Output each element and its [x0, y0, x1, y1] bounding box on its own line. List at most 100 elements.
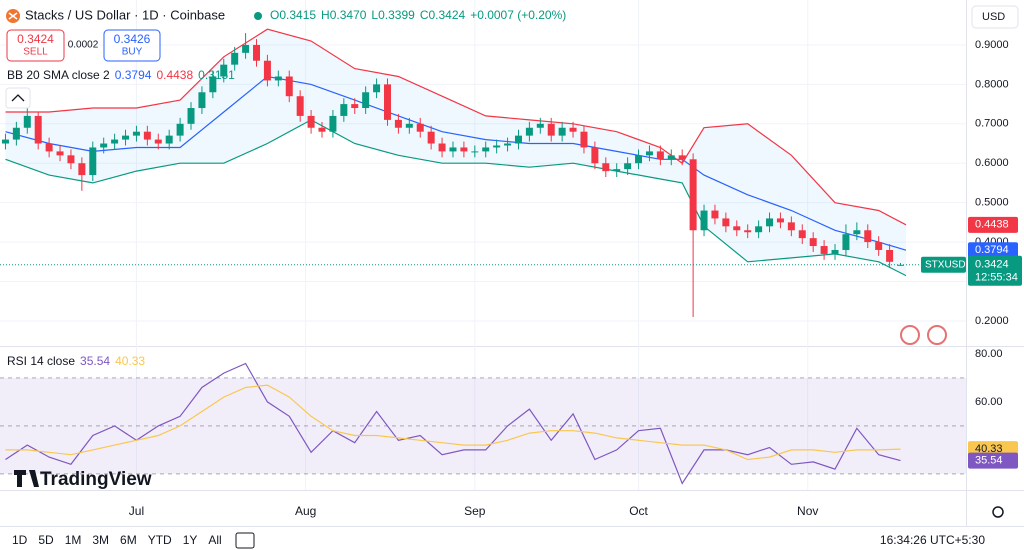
- symbol-title: Stacks / US Dollar · 1D · Coinbase: [25, 7, 225, 22]
- candle-body: [351, 104, 359, 109]
- value-tag: 40.33: [975, 443, 1003, 455]
- ohlc-value: O0.3415: [270, 8, 316, 22]
- price-tag: 0.4438: [975, 219, 1009, 231]
- band-fill: [5, 29, 906, 276]
- market-status: [254, 12, 262, 20]
- timeframe-button[interactable]: 1D: [12, 533, 28, 547]
- y-tick-label: 0.5000: [975, 197, 1009, 209]
- level-band: [0, 377, 966, 474]
- indicator-value: 0.4438: [156, 68, 193, 82]
- countdown: 12:55:34: [975, 272, 1018, 284]
- candle-body: [831, 249, 839, 254]
- price-tag: 0.3794: [975, 244, 1009, 256]
- candle-body: [733, 226, 741, 231]
- candle-body: [624, 163, 632, 170]
- candle-body: [427, 131, 435, 144]
- candle-body: [12, 127, 20, 140]
- timeframe-button[interactable]: 6M: [120, 533, 137, 547]
- candle-body: [198, 92, 206, 109]
- candle-body: [220, 64, 228, 77]
- timeframe-button[interactable]: YTD: [148, 533, 172, 547]
- candle-body: [776, 218, 784, 223]
- candle-body: [842, 234, 850, 250]
- indicator-line: [5, 28, 907, 226]
- candle-body: [591, 147, 599, 164]
- candle-body: [89, 147, 97, 176]
- candle-body: [209, 76, 217, 93]
- event-flag[interactable]: [900, 325, 920, 345]
- timeframe-button[interactable]: 1M: [65, 533, 82, 547]
- candle-body: [613, 169, 621, 172]
- timeframe-button[interactable]: 1Y: [183, 533, 198, 547]
- candle-body: [678, 155, 686, 160]
- sell-button[interactable]: [6, 29, 65, 62]
- x-tick-label: Nov: [797, 504, 818, 518]
- candle-body: [700, 210, 708, 231]
- timeframe-button[interactable]: 5D: [38, 533, 54, 547]
- candle-body: [667, 155, 675, 160]
- candle-body: [373, 84, 381, 93]
- candle-body: [34, 115, 42, 144]
- y-tick-label: 0.2000: [975, 315, 1009, 327]
- candle-body: [504, 143, 512, 146]
- timeframe-button[interactable]: 3M: [92, 533, 109, 547]
- sell-price[interactable]: 0.3424: [17, 32, 54, 46]
- candle-body: [78, 163, 86, 176]
- candle-body: [100, 143, 108, 148]
- candle-body: [766, 218, 774, 227]
- collapse-button[interactable]: [5, 87, 31, 109]
- candle-body: [875, 242, 883, 250]
- y-tick-label: 0.7000: [975, 118, 1009, 130]
- candle-body: [1, 139, 9, 144]
- sell-label[interactable]: SELL: [23, 47, 48, 58]
- candle-body: [787, 222, 795, 231]
- candle-body: [165, 135, 173, 144]
- symbol-tag-bg: [921, 256, 966, 273]
- settings-icon[interactable]: [992, 506, 1004, 518]
- indicator-value: 0.3151: [198, 68, 235, 82]
- candle-body: [722, 218, 730, 227]
- candle-body: [755, 226, 763, 233]
- candle-body: [416, 123, 424, 132]
- candle-body: [558, 127, 566, 136]
- candle-body: [525, 127, 533, 136]
- price-tag-bg: [968, 216, 1018, 233]
- ohlc-value: C0.3424: [420, 8, 466, 22]
- y-tick-label: 60.00: [975, 396, 1003, 408]
- candle-body: [820, 246, 828, 254]
- candle-body: [111, 139, 119, 144]
- currency[interactable]: USD: [982, 11, 1005, 23]
- clock: 16:34:26 UTC+5:30: [880, 533, 985, 547]
- candle-body: [493, 145, 501, 148]
- candle-body: [438, 143, 446, 152]
- price-change: +0.0007 (+0.20%): [470, 8, 566, 22]
- collapse-icon[interactable]: [11, 94, 25, 102]
- candle-body: [853, 230, 861, 235]
- value-tag: 35.54: [975, 455, 1003, 467]
- candle-body: [242, 44, 250, 53]
- indicator-value: 35.54: [80, 354, 110, 368]
- candle-body: [23, 115, 31, 128]
- candle-body: [274, 76, 282, 81]
- candle-body: [886, 249, 894, 262]
- currency-button[interactable]: [971, 5, 1019, 29]
- candle-body: [656, 151, 664, 160]
- buy-price[interactable]: 0.3426: [114, 32, 151, 46]
- value-tag-bg: [968, 452, 1018, 469]
- candle-body: [231, 52, 239, 65]
- candle-body: [187, 108, 195, 124]
- x-tick-label: Oct: [629, 504, 648, 518]
- buy-label[interactable]: BUY: [122, 47, 143, 58]
- timeframe-button[interactable]: All: [208, 533, 221, 547]
- date-range-icon[interactable]: [235, 532, 255, 549]
- candle-body: [711, 210, 719, 219]
- candle-body: [383, 84, 391, 120]
- buy-button[interactable]: [103, 29, 161, 62]
- candle-body: [340, 104, 348, 116]
- event-flag[interactable]: [927, 325, 947, 345]
- candle-body: [635, 155, 643, 164]
- y-tick-label: 80.00: [975, 348, 1003, 360]
- candle-body: [798, 230, 806, 239]
